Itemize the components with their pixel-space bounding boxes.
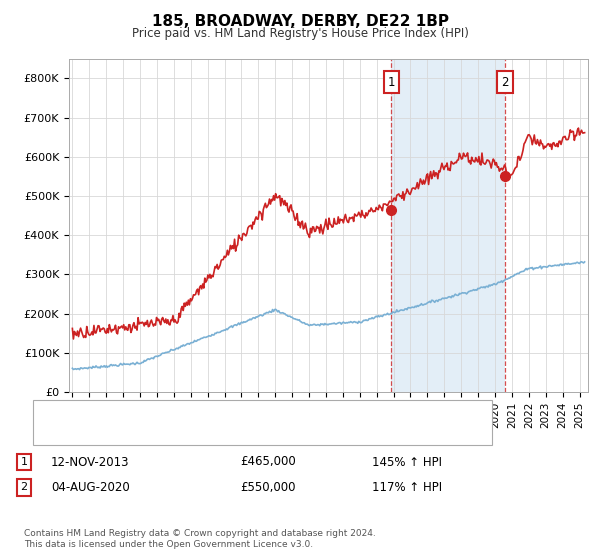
Text: 1: 1 <box>388 76 395 88</box>
Text: 1: 1 <box>20 457 28 467</box>
Text: HPI: Average price, detached house, City of Derby: HPI: Average price, detached house, City… <box>66 426 340 436</box>
Text: 185, BROADWAY, DERBY, DE22 1BP: 185, BROADWAY, DERBY, DE22 1BP <box>151 14 449 29</box>
Text: 12-NOV-2013: 12-NOV-2013 <box>51 455 130 469</box>
Text: £465,000: £465,000 <box>240 455 296 469</box>
Text: 145% ↑ HPI: 145% ↑ HPI <box>372 455 442 469</box>
Text: Price paid vs. HM Land Registry's House Price Index (HPI): Price paid vs. HM Land Registry's House … <box>131 27 469 40</box>
Text: ——: —— <box>39 424 67 438</box>
Text: 2: 2 <box>20 482 28 492</box>
Text: 2: 2 <box>501 76 509 88</box>
Text: Contains HM Land Registry data © Crown copyright and database right 2024.
This d: Contains HM Land Registry data © Crown c… <box>24 529 376 549</box>
Bar <box>391 59 505 392</box>
Text: 04-AUG-2020: 04-AUG-2020 <box>51 480 130 494</box>
Text: 185, BROADWAY, DERBY, DE22 1BP (detached house): 185, BROADWAY, DERBY, DE22 1BP (detached… <box>66 404 359 414</box>
Text: 117% ↑ HPI: 117% ↑ HPI <box>372 480 442 494</box>
Text: £550,000: £550,000 <box>240 480 296 494</box>
Text: ——: —— <box>39 402 67 416</box>
